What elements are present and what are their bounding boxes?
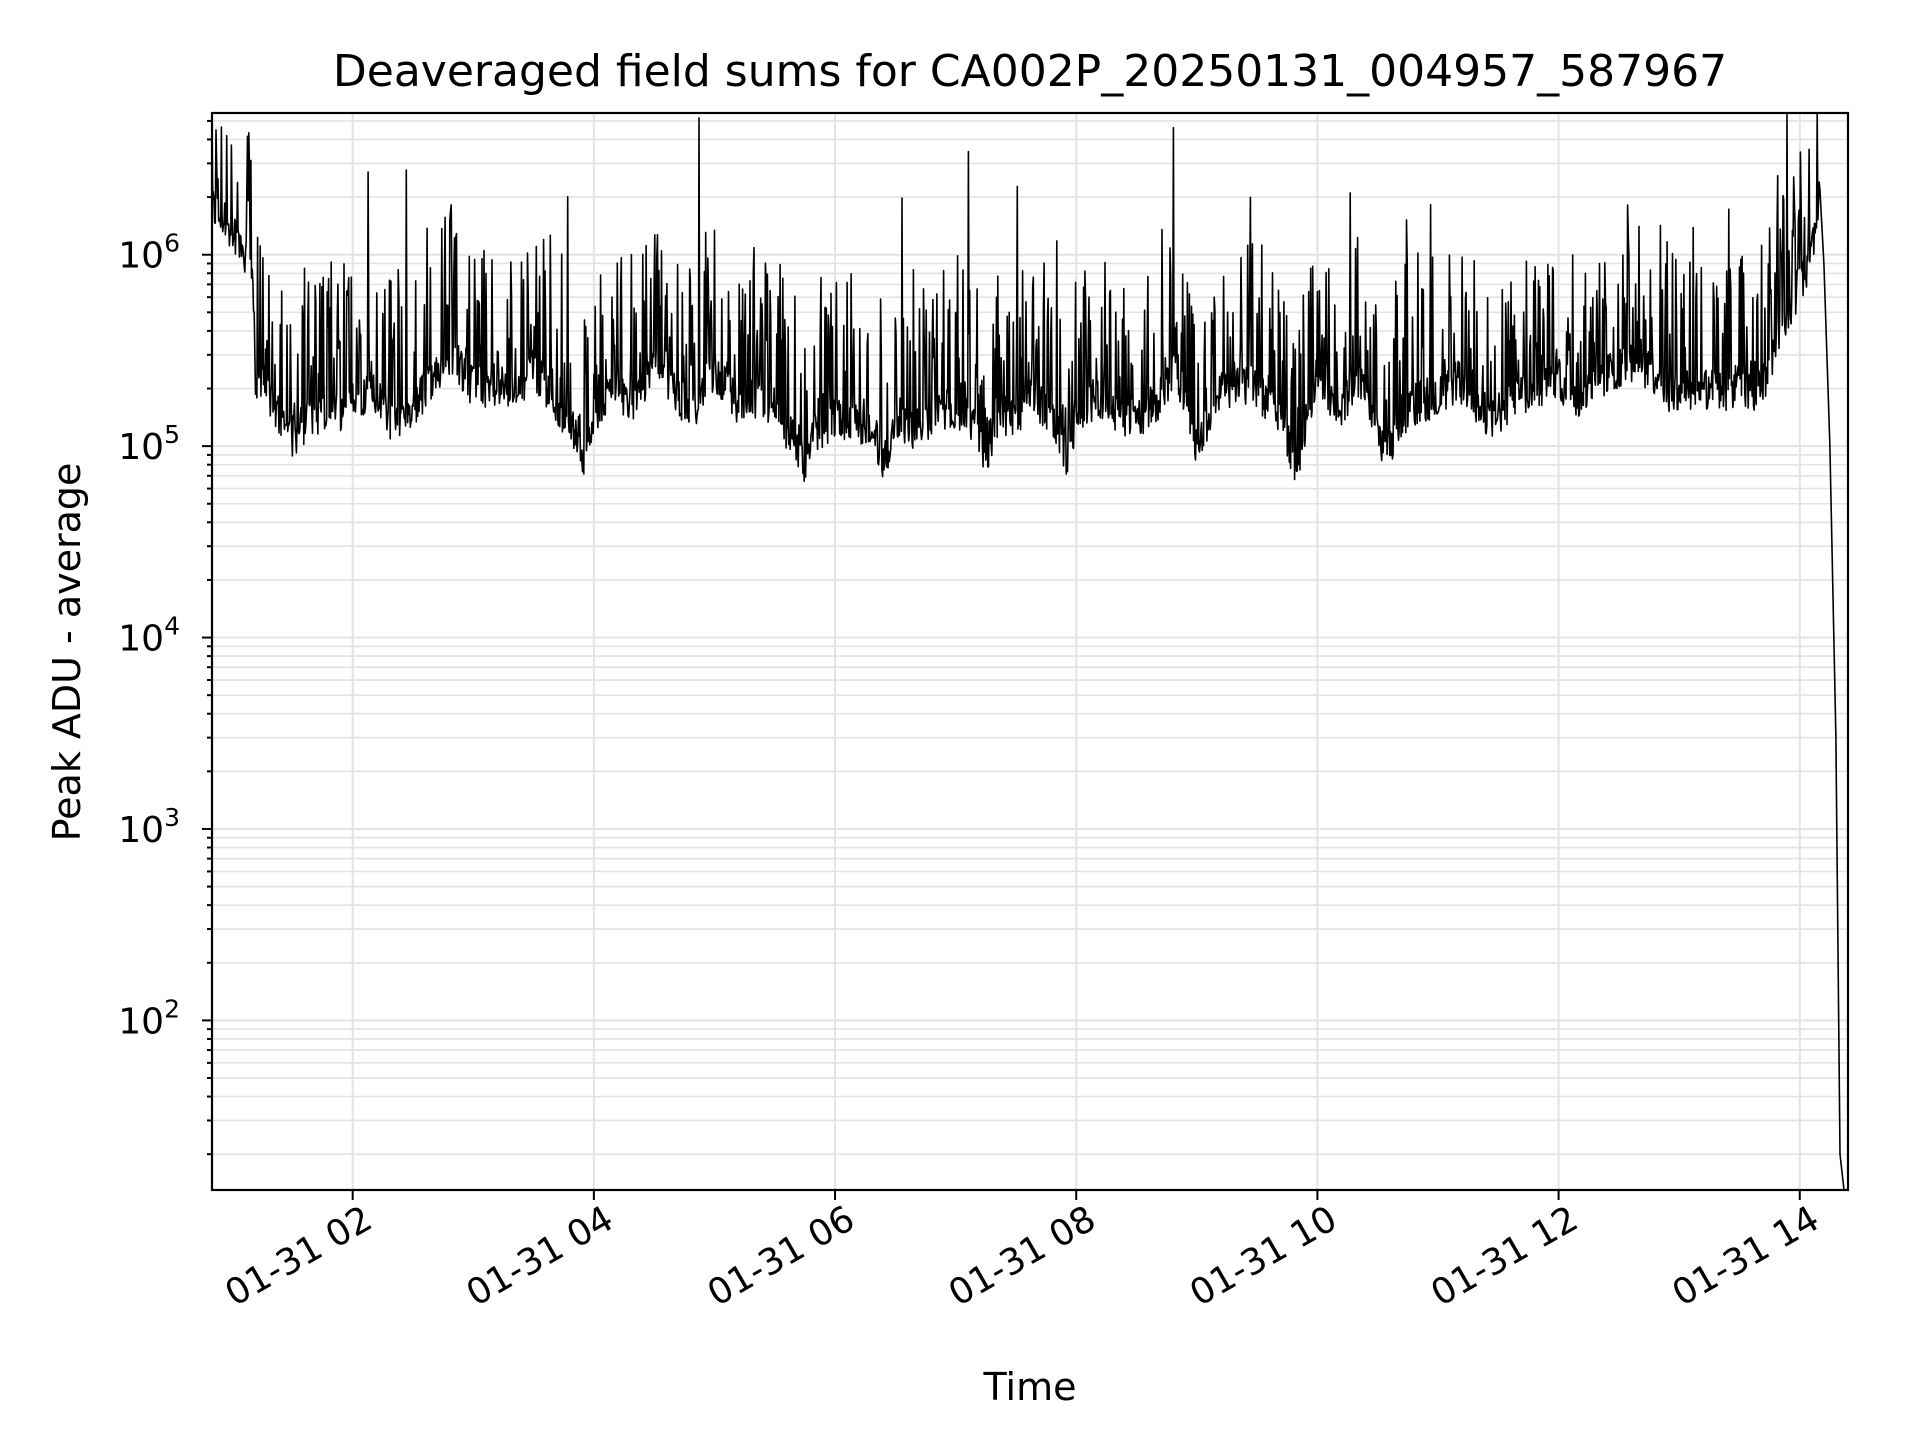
y-tick-label: 104 xyxy=(118,612,180,660)
y-tick-base: 10 xyxy=(118,619,164,660)
y-axis-label: Peak ADU - average xyxy=(45,463,89,842)
y-tick-exponent: 4 xyxy=(164,612,180,641)
series-line xyxy=(211,112,1845,1191)
y-tick-exponent: 3 xyxy=(164,803,180,832)
grid xyxy=(212,113,1848,1190)
y-tick-label: 105 xyxy=(118,420,180,468)
x-axis-label: Time xyxy=(983,1365,1077,1409)
y-tick-base: 10 xyxy=(118,1001,164,1042)
y-tick-exponent: 2 xyxy=(164,994,180,1023)
axis-ticks xyxy=(202,119,1801,1200)
y-tick-base: 10 xyxy=(118,427,164,468)
y-tick-exponent: 6 xyxy=(164,229,180,258)
y-tick-base: 10 xyxy=(118,236,164,277)
y-tick-label: 102 xyxy=(118,994,180,1042)
chart-title: Deaveraged field sums for CA002P_2025013… xyxy=(333,46,1727,97)
y-tick-label: 103 xyxy=(118,803,180,851)
y-tick-label: 106 xyxy=(118,229,180,277)
y-tick-base: 10 xyxy=(118,810,164,851)
data-line-layer xyxy=(211,112,1845,1191)
plot-frame xyxy=(210,111,1850,1192)
y-tick-exponent: 5 xyxy=(164,420,180,449)
